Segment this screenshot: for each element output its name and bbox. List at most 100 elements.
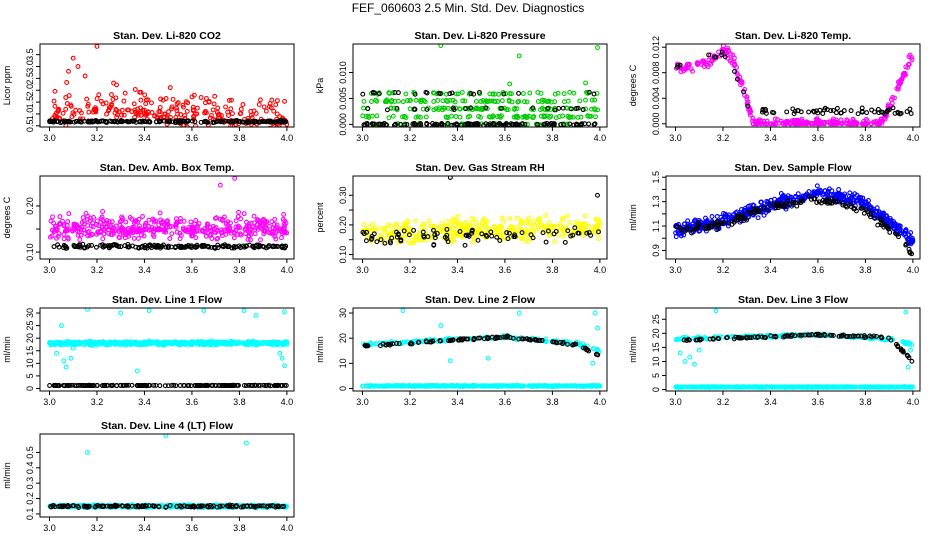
data-point [894, 231, 900, 237]
data-point [171, 382, 177, 388]
data-point [394, 221, 400, 227]
data-point [445, 219, 450, 225]
data-point [378, 343, 383, 349]
data-point [49, 233, 55, 239]
data-point [587, 383, 592, 389]
data-point [483, 105, 489, 111]
data-point [122, 90, 128, 96]
panel-3: Stan. Dev. Li-820 Temp.degrees C3.0 3.2 3.… [628, 30, 921, 143]
data-point [424, 106, 430, 112]
data-point [267, 125, 272, 127]
data-point [453, 114, 459, 119]
y-tick-label: 0.005 [338, 87, 348, 110]
data-point [424, 90, 430, 96]
data-point [764, 121, 770, 127]
y-tick-label: 0.012 [651, 36, 661, 59]
y-tick-label: 1.5 [25, 96, 35, 109]
data-point [838, 194, 844, 200]
data-point [256, 224, 262, 230]
data-point [439, 220, 445, 226]
data-point [692, 384, 698, 390]
x-tick-label: 3.2 [717, 133, 730, 143]
data-point [396, 341, 402, 347]
data-point [595, 352, 601, 358]
x-tick-label: 3.2 [404, 265, 417, 275]
data-point [430, 235, 435, 241]
data-point [416, 339, 422, 345]
data-point [184, 124, 190, 127]
data-point [572, 225, 578, 231]
data-point [177, 118, 183, 124]
data-point [66, 211, 72, 217]
data-point [864, 118, 870, 124]
data-point [591, 346, 597, 352]
y-tick-label: 0.10 [338, 246, 348, 264]
data-point [364, 343, 370, 349]
data-point [86, 109, 92, 115]
data-point [798, 109, 804, 115]
data-point [745, 103, 751, 109]
data-point [421, 224, 426, 230]
x-tick-label: 3.2 [717, 265, 730, 275]
data-point [248, 382, 254, 388]
data-point [895, 84, 901, 90]
data-point [507, 230, 512, 236]
data-point [576, 230, 582, 236]
data-point [492, 98, 498, 104]
data-point [175, 100, 181, 106]
data-point [469, 216, 475, 222]
x-tick-label: 3.6 [186, 265, 199, 275]
data-point [487, 121, 493, 127]
data-point [854, 120, 860, 126]
data-point [172, 245, 178, 251]
data-point [556, 232, 562, 238]
data-point [551, 121, 557, 127]
data-point [400, 99, 406, 105]
data-point [406, 232, 412, 238]
data-point [377, 383, 382, 389]
data-point [478, 114, 484, 120]
data-point [910, 238, 916, 243]
data-point [868, 121, 874, 127]
y-tick-label: 30 [25, 308, 35, 318]
data-point [592, 97, 598, 103]
data-point [78, 232, 84, 238]
data-point [741, 89, 747, 95]
data-point [123, 219, 129, 225]
data-point [444, 236, 450, 242]
x-tick-label: 3.6 [812, 133, 825, 143]
data-point [867, 205, 873, 211]
data-point [763, 106, 768, 112]
data-point [485, 336, 490, 342]
data-point [896, 223, 902, 229]
data-point [243, 383, 249, 389]
data-point [457, 114, 463, 120]
data-point [822, 199, 828, 205]
data-point [103, 100, 109, 106]
data-point [139, 232, 144, 238]
data-point [437, 91, 443, 97]
panel-title: Stan. Dev. Li-820 CO2 [113, 30, 221, 42]
points-layer [47, 176, 290, 251]
data-point [371, 121, 377, 127]
data-point [412, 106, 418, 112]
data-point [47, 383, 53, 388]
data-point [552, 91, 558, 97]
data-point [808, 121, 814, 127]
data-point [872, 215, 878, 221]
data-point [133, 341, 139, 347]
data-point [261, 227, 266, 233]
y-tick-label: 20 [25, 333, 35, 343]
panel-title: Stan. Dev. Li-820 Pressure [414, 30, 545, 42]
data-point [592, 310, 598, 316]
data-point [146, 308, 152, 313]
data-point [878, 217, 884, 223]
data-point [456, 337, 462, 343]
x-tick-label: 3.8 [546, 133, 559, 143]
data-point [128, 341, 134, 347]
data-point [739, 212, 745, 218]
data-point [722, 54, 728, 60]
data-point [91, 214, 96, 220]
data-point [408, 383, 413, 389]
